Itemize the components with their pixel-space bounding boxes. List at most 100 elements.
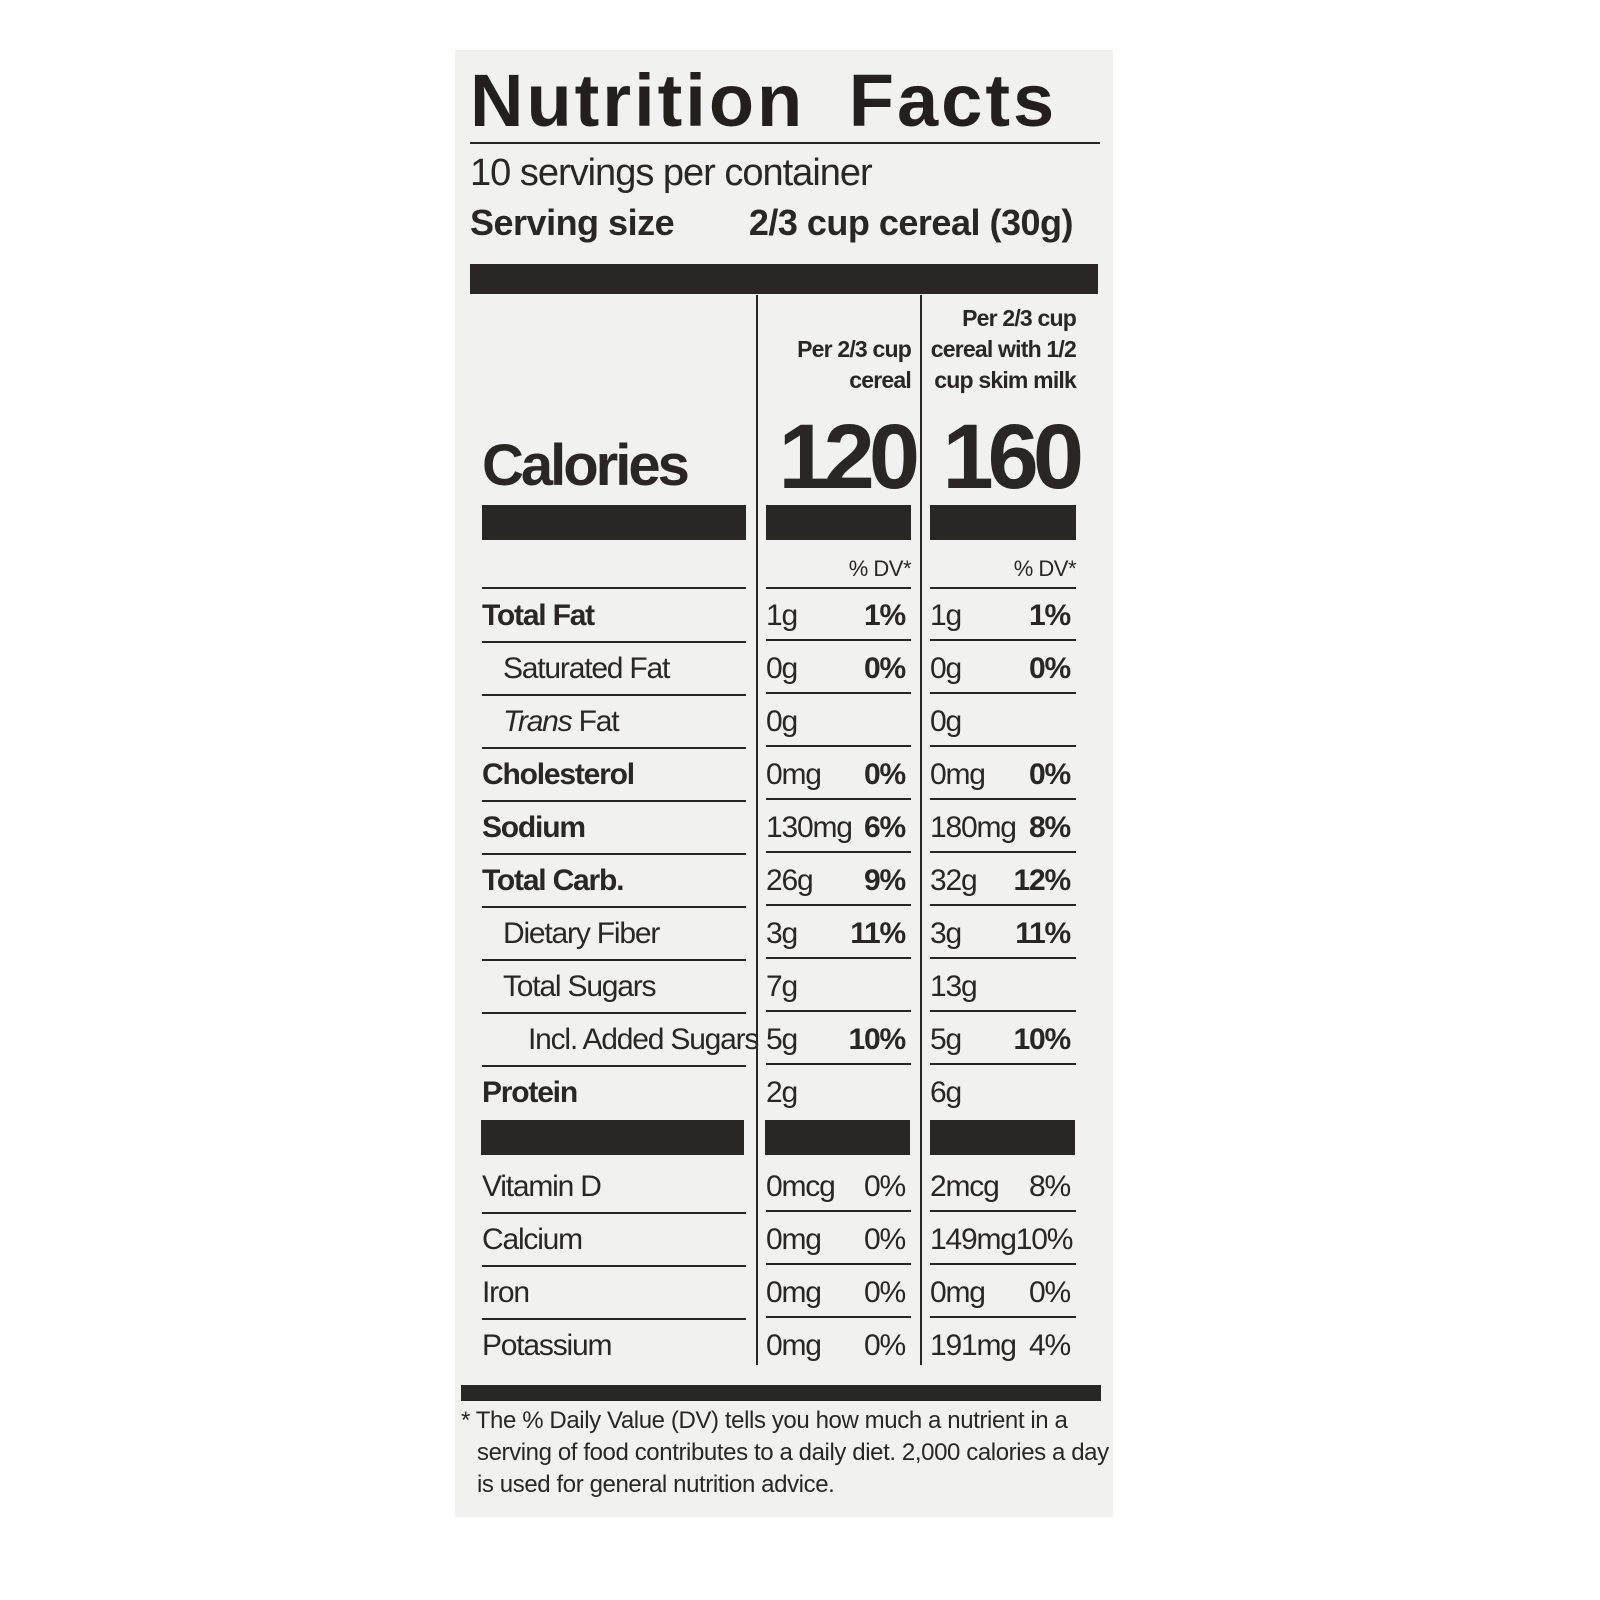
amount: 149mg — [930, 1223, 1017, 1256]
column-divider — [756, 295, 758, 1365]
nutrient-value-cell: 7g — [766, 961, 911, 1012]
nutrient-label: Total Fat — [482, 599, 595, 632]
nutrient-name-text: Total Carb. — [482, 864, 624, 897]
vitamin-bar — [481, 1120, 744, 1155]
nutrient-value-cell: 13g — [930, 961, 1076, 1012]
nutrient-value-cell: 149mg 10% — [930, 1214, 1076, 1265]
percent-dv: 0% — [864, 652, 906, 685]
amount: 26g — [766, 864, 814, 897]
footnote-line: * The % Daily Value (DV) tells you how m… — [461, 1407, 1068, 1434]
nutrient-label: Saturated Fat — [482, 652, 670, 685]
amount: 3g — [930, 917, 962, 950]
serving-size: Serving size 2/3 cup cereal (30g) — [470, 202, 1074, 244]
nutrient-name: Dietary Fiber — [482, 908, 746, 961]
percent-dv: 1% — [1029, 599, 1071, 632]
nutrient-value-cell: 1g 1% — [930, 590, 1076, 641]
serving-size-value: 2/3 cup cereal (30g) — [748, 202, 1074, 243]
percent-dv: 6% — [864, 811, 906, 844]
nutrient-label: Calcium — [482, 1223, 583, 1256]
amount: 0mg — [766, 1223, 822, 1256]
percent-dv: 10% — [1015, 1223, 1074, 1256]
nutrient-label: Cholesterol — [482, 758, 635, 791]
amount: 6g — [930, 1076, 962, 1109]
amount: 0mg — [930, 758, 986, 791]
row-divider — [482, 587, 746, 589]
amount: 5g — [930, 1023, 962, 1056]
nutrient-name-text: Incl. Added Sugars — [528, 1023, 759, 1056]
amount: 180mg — [930, 811, 1017, 844]
amount: 32g — [930, 864, 978, 897]
nutrient-name: Cholesterol — [482, 749, 746, 802]
dv-header: % DV* — [1013, 556, 1077, 581]
nutrient-value-cell: 0mg 0% — [930, 749, 1076, 800]
nutrient-value-cell: 0g 0% — [930, 643, 1076, 694]
percent-dv: 0% — [864, 1276, 906, 1309]
column-divider — [920, 295, 922, 1365]
nutrient-name: Potassium — [482, 1320, 746, 1371]
amount: 5g — [766, 1023, 798, 1056]
nutrient-name-text: Vitamin D — [482, 1170, 602, 1203]
header-line: cereal with 1/2 — [930, 336, 1077, 362]
amount: 0mg — [766, 1276, 822, 1309]
calories-cereal: 120 — [778, 406, 921, 508]
amount: 13g — [930, 970, 978, 1003]
calories-bar — [482, 505, 746, 540]
nutrient-name-text: Total Sugars — [503, 970, 657, 1003]
percent-dv: 0% — [864, 1329, 906, 1362]
nutrient-value-cell: 0mg 0% — [766, 749, 911, 800]
nutrient-value-cell: 32g 12% — [930, 855, 1076, 906]
amount: 0g — [766, 705, 798, 738]
nutrient-value-cell: 5g 10% — [766, 1014, 911, 1065]
nutrient-value-cell: 26g 9% — [766, 855, 911, 906]
percent-dv: 4% — [1029, 1329, 1071, 1362]
nutrient-name: Protein — [482, 1067, 746, 1118]
percent-dv: 0% — [1029, 1276, 1071, 1309]
amount: 0mg — [930, 1276, 986, 1309]
nutrient-name-italic: Trans — [503, 705, 573, 738]
nutrient-name-text: Fat — [571, 705, 620, 738]
footnote-line: serving of food contributes to a daily d… — [477, 1439, 1109, 1466]
percent-dv: 8% — [1029, 1170, 1071, 1203]
calories-label: Calories — [482, 433, 690, 498]
nutrient-name-text: Saturated Fat — [503, 652, 670, 685]
percent-dv: 8% — [1029, 811, 1071, 844]
nutrient-label: Potassium — [482, 1329, 612, 1362]
nutrient-label: Trans Fat — [482, 705, 620, 738]
amount: 0g — [766, 652, 798, 685]
nutrient-name-text: Iron — [482, 1276, 530, 1309]
nutrient-name-text: Sodium — [482, 811, 586, 844]
nutrient-name: Saturated Fat — [482, 643, 746, 696]
percent-dv: 0% — [864, 1223, 906, 1256]
nutrient-label: Total Sugars — [482, 970, 657, 1003]
label-title: Nutrition Facts — [470, 59, 1058, 142]
title-divider — [470, 142, 1100, 144]
amount: 0mcg — [766, 1170, 836, 1203]
amount: 1g — [930, 599, 962, 632]
nutrient-value-cell: 0mcg 0% — [766, 1161, 911, 1212]
percent-dv: 9% — [864, 864, 906, 897]
amount: 3g — [766, 917, 798, 950]
row-divider — [766, 587, 911, 589]
percent-dv: 10% — [1013, 1023, 1072, 1056]
column-header-cereal: Per 2/3 cup cereal — [766, 334, 912, 396]
nutrient-value-cell: 0g — [766, 696, 911, 747]
nutrient-label: Iron — [482, 1276, 530, 1309]
nutrient-name-text: Potassium — [482, 1329, 612, 1362]
amount: 191mg — [930, 1329, 1017, 1362]
nutrient-name: Total Carb. — [482, 855, 746, 908]
header-line: Per 2/3 cup — [962, 305, 1077, 331]
nutrient-value-cell: 0mg 0% — [766, 1320, 911, 1371]
nutrient-value-cell: 0mg 0% — [766, 1267, 911, 1318]
percent-dv: 11% — [1015, 917, 1071, 950]
percent-dv: 11% — [850, 917, 906, 950]
column-header-with-milk: Per 2/3 cup cereal with 1/2 cup skim mil… — [920, 303, 1077, 396]
nutrient-name: Total Sugars — [482, 961, 746, 1014]
nutrient-name-text: Calcium — [482, 1223, 583, 1256]
nutrient-name: Total Fat — [482, 590, 746, 643]
amount: 1g — [766, 599, 798, 632]
header-line: cup skim milk — [934, 367, 1077, 393]
nutrient-name: Trans Fat — [482, 696, 746, 749]
percent-dv: 0% — [864, 758, 906, 791]
nutrient-name-text: Total Fat — [482, 599, 595, 632]
nutrient-value-cell: 2g — [766, 1067, 911, 1118]
